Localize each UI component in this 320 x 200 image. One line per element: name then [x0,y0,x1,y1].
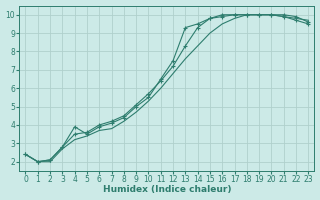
X-axis label: Humidex (Indice chaleur): Humidex (Indice chaleur) [103,185,231,194]
